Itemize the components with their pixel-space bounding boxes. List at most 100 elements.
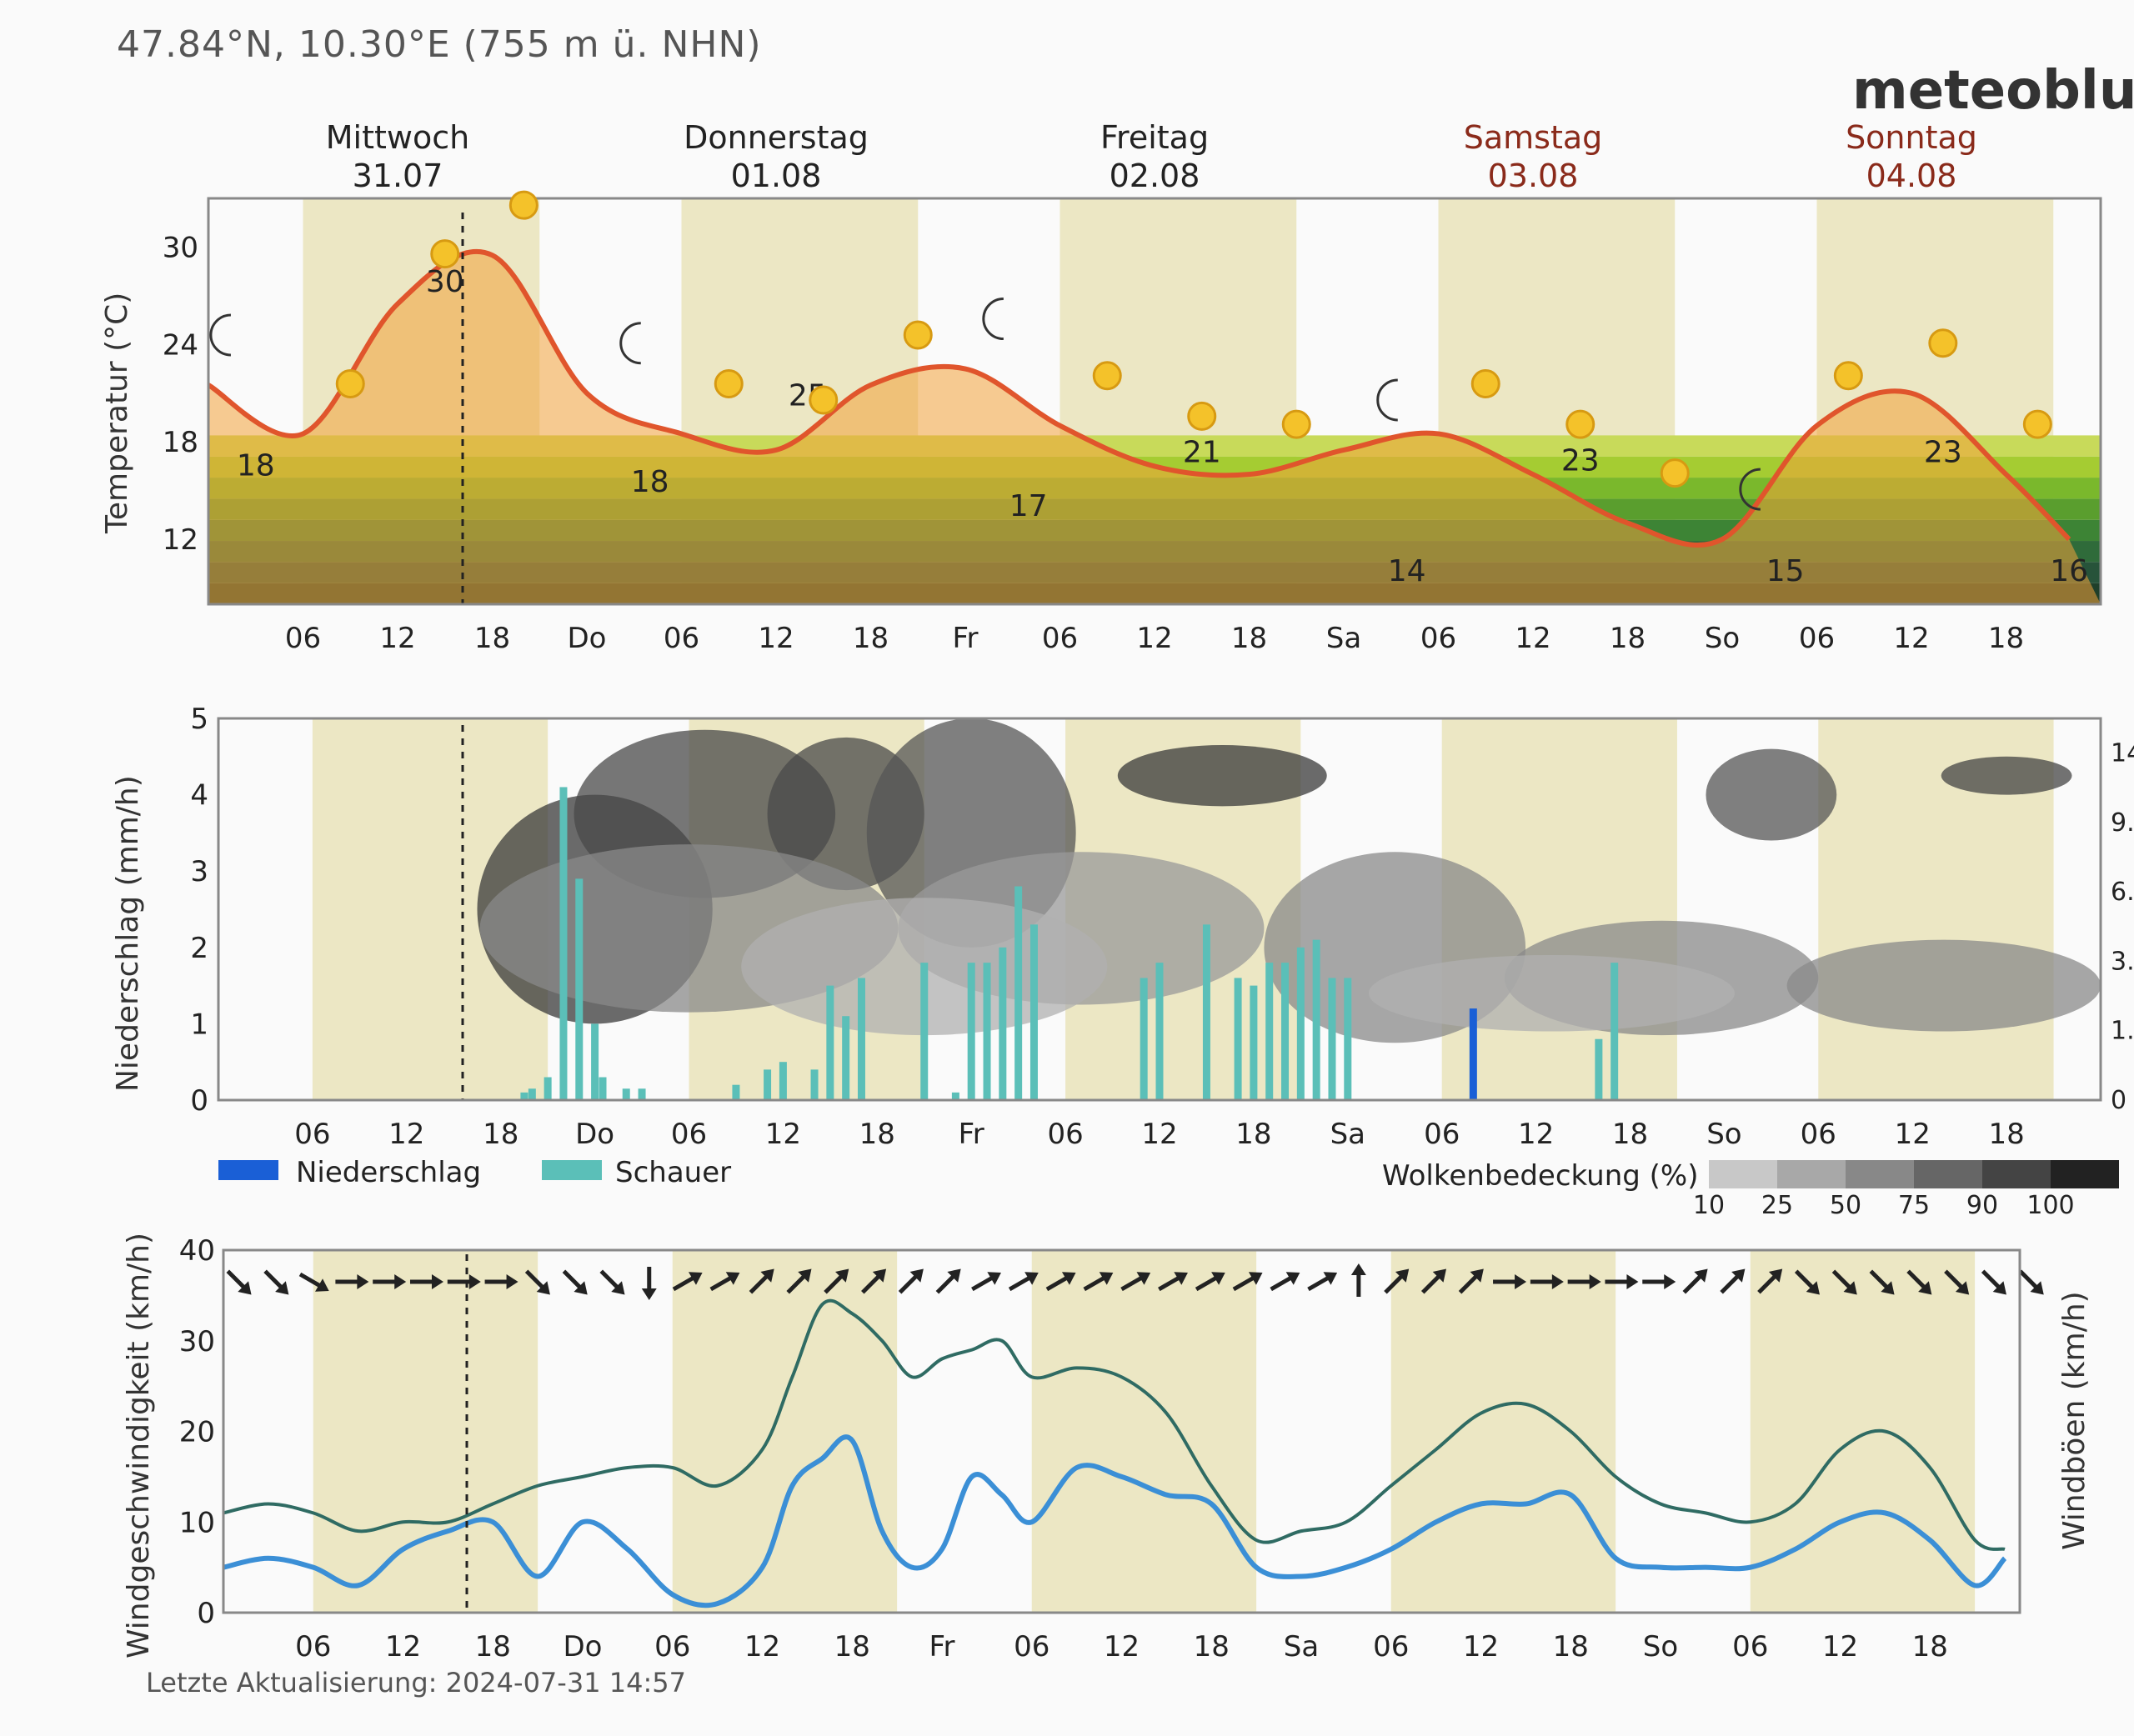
wind-arrow-head: [1099, 1272, 1114, 1285]
precipitation-x-tick: 18: [859, 1118, 895, 1151]
wind-arrow: [1420, 1268, 1447, 1294]
temperature-x-tick: 12: [1893, 622, 1929, 655]
wind-arrow: [1605, 1274, 1639, 1289]
precipitation-y-tick: 5: [190, 703, 208, 736]
precipitation-x-tick: Do: [575, 1118, 614, 1151]
precipitation-x-tick: 06: [1424, 1118, 1460, 1151]
shower-bar: [951, 1092, 959, 1100]
shower-bar: [842, 1016, 850, 1100]
day-header-name: Mittwoch: [326, 119, 469, 156]
wind-frame: [222, 1248, 2021, 1614]
day-band: [672, 1250, 898, 1613]
temperature-x-tick: 06: [1042, 622, 1078, 655]
wind-arrow: [1045, 1272, 1076, 1292]
temperature-min-label: 15: [1766, 554, 1805, 588]
temperature-x-tick: 18: [853, 622, 889, 655]
wind-arrow-head: [1350, 1263, 1366, 1275]
wind-arrow: [1270, 1272, 1300, 1292]
wind-arrow: [709, 1272, 740, 1292]
wind-arrow-head: [1731, 1268, 1746, 1283]
wind-arrow-head: [909, 1268, 924, 1283]
wind-gust-line: [223, 1298, 2006, 1551]
wind-arrow-head: [641, 1288, 657, 1300]
sun-icon: [903, 320, 933, 350]
shower-bar: [1155, 963, 1164, 1100]
wind-panel: 0 10 20 30 40 06 12 18 Do 06 12 18 Fr 06 12 18 Sa 06 12 18…: [122, 1233, 2091, 1663]
day-header-date: 03.08: [1488, 158, 1579, 194]
cloud-legend-swatch: [1846, 1160, 1914, 1188]
shower-bar: [1202, 924, 1210, 1100]
precipitation-bars: [1469, 1008, 1477, 1100]
temperature-max-label: 23: [1561, 443, 1600, 478]
shower-bar: [1029, 924, 1038, 1100]
cloud-y2-tick: 14: [2111, 739, 2134, 768]
shower-bar: [1281, 963, 1290, 1100]
day-band: [313, 1250, 539, 1613]
wind-arrow-head: [1285, 1272, 1300, 1285]
wind-x-tick: Sa: [1284, 1630, 1319, 1663]
wind-x-tick: So: [1643, 1630, 1678, 1663]
wind-y-tick: 40: [179, 1234, 215, 1268]
wind-arrow: [672, 1272, 703, 1292]
temperature-x-tick: 06: [664, 622, 699, 655]
wind-arrow: [226, 1269, 252, 1295]
wind-arrow: [1195, 1272, 1225, 1292]
precipitation-x-tick: 06: [1047, 1118, 1083, 1151]
wind-arrow: [1906, 1269, 1932, 1295]
wind-arrow-head: [947, 1268, 961, 1283]
wind-arrow: [409, 1274, 443, 1289]
temperature-x-ticks: 06 12 18 Do 06 12 18 Fr 06 12 18 Sa 06 12 18 So 06 12 18: [285, 622, 2024, 655]
temperature-y-ticks: 12 18 24 30: [163, 231, 198, 557]
shower-bar: [764, 1069, 772, 1100]
precipitation-y-tick: 4: [190, 779, 208, 813]
cloud-y2-tick: 3.5: [2111, 947, 2134, 976]
wind-arrow: [1794, 1269, 1820, 1295]
cloud-cover-blob: [1706, 748, 1837, 841]
sun-icon: [1470, 368, 1500, 398]
temperature-x-tick: So: [1705, 622, 1740, 655]
temperature-y-tick: 18: [163, 426, 198, 459]
wind-x-tick: 06: [295, 1630, 331, 1663]
brand-logo-text: meteoblue: [1852, 60, 2134, 122]
day-header-date: 02.08: [1110, 158, 1200, 194]
cloud-legend-tick: 10: [1693, 1191, 1725, 1220]
sun-icon: [809, 385, 839, 415]
wind-arrow-head: [506, 1274, 518, 1289]
cloud-legend-scale: 10 25 50 75 90 100: [1693, 1160, 2119, 1220]
shower-bar: [967, 963, 975, 1100]
cloud-y2-tick: 1.5: [2111, 1017, 2134, 1046]
wind-arrow-head: [1432, 1268, 1447, 1283]
wind-x-tick: 18: [1553, 1630, 1589, 1663]
wind-arrow-head: [1664, 1274, 1676, 1289]
wind-arrow-head: [688, 1272, 703, 1285]
wind-arrow-head: [1211, 1272, 1225, 1285]
moon-icon: [1739, 468, 1761, 511]
shower-bar: [544, 1077, 552, 1100]
wind-arrow: [2018, 1269, 2044, 1295]
wind-x-tick: 06: [1732, 1630, 1768, 1663]
cloud-legend-swatch: [1914, 1160, 1982, 1188]
wind-arrow: [935, 1268, 961, 1294]
temperature-x-tick: 18: [1988, 622, 2024, 655]
temperature-min-label: 18: [631, 465, 669, 499]
wind-arrow-head: [431, 1274, 443, 1289]
temperature-min-label: 18: [237, 448, 275, 483]
wind-arrow: [1944, 1269, 1970, 1295]
wind-x-tick: 06: [654, 1630, 690, 1663]
temperature-min-label: 17: [1009, 489, 1048, 523]
shower-bar: [638, 1088, 646, 1100]
shower-bar: [622, 1088, 630, 1100]
precipitation-x-tick: So: [1706, 1118, 1741, 1151]
wind-arrow-head: [357, 1274, 369, 1289]
shower-bar: [1296, 947, 1305, 1100]
wind-arrow-head: [1955, 1281, 1970, 1295]
wind-arrow-head: [536, 1281, 550, 1295]
wind-arrow-head: [1395, 1268, 1410, 1283]
temperature-area-fill: [208, 251, 2101, 604]
precipitation-x-tick: 18: [1612, 1118, 1648, 1151]
day-header-name: Sonntag: [1846, 119, 1977, 156]
shower-bar: [732, 1084, 740, 1100]
wind-arrow-head: [1323, 1272, 1338, 1285]
cloud-cover-blob: [1786, 939, 2101, 1032]
